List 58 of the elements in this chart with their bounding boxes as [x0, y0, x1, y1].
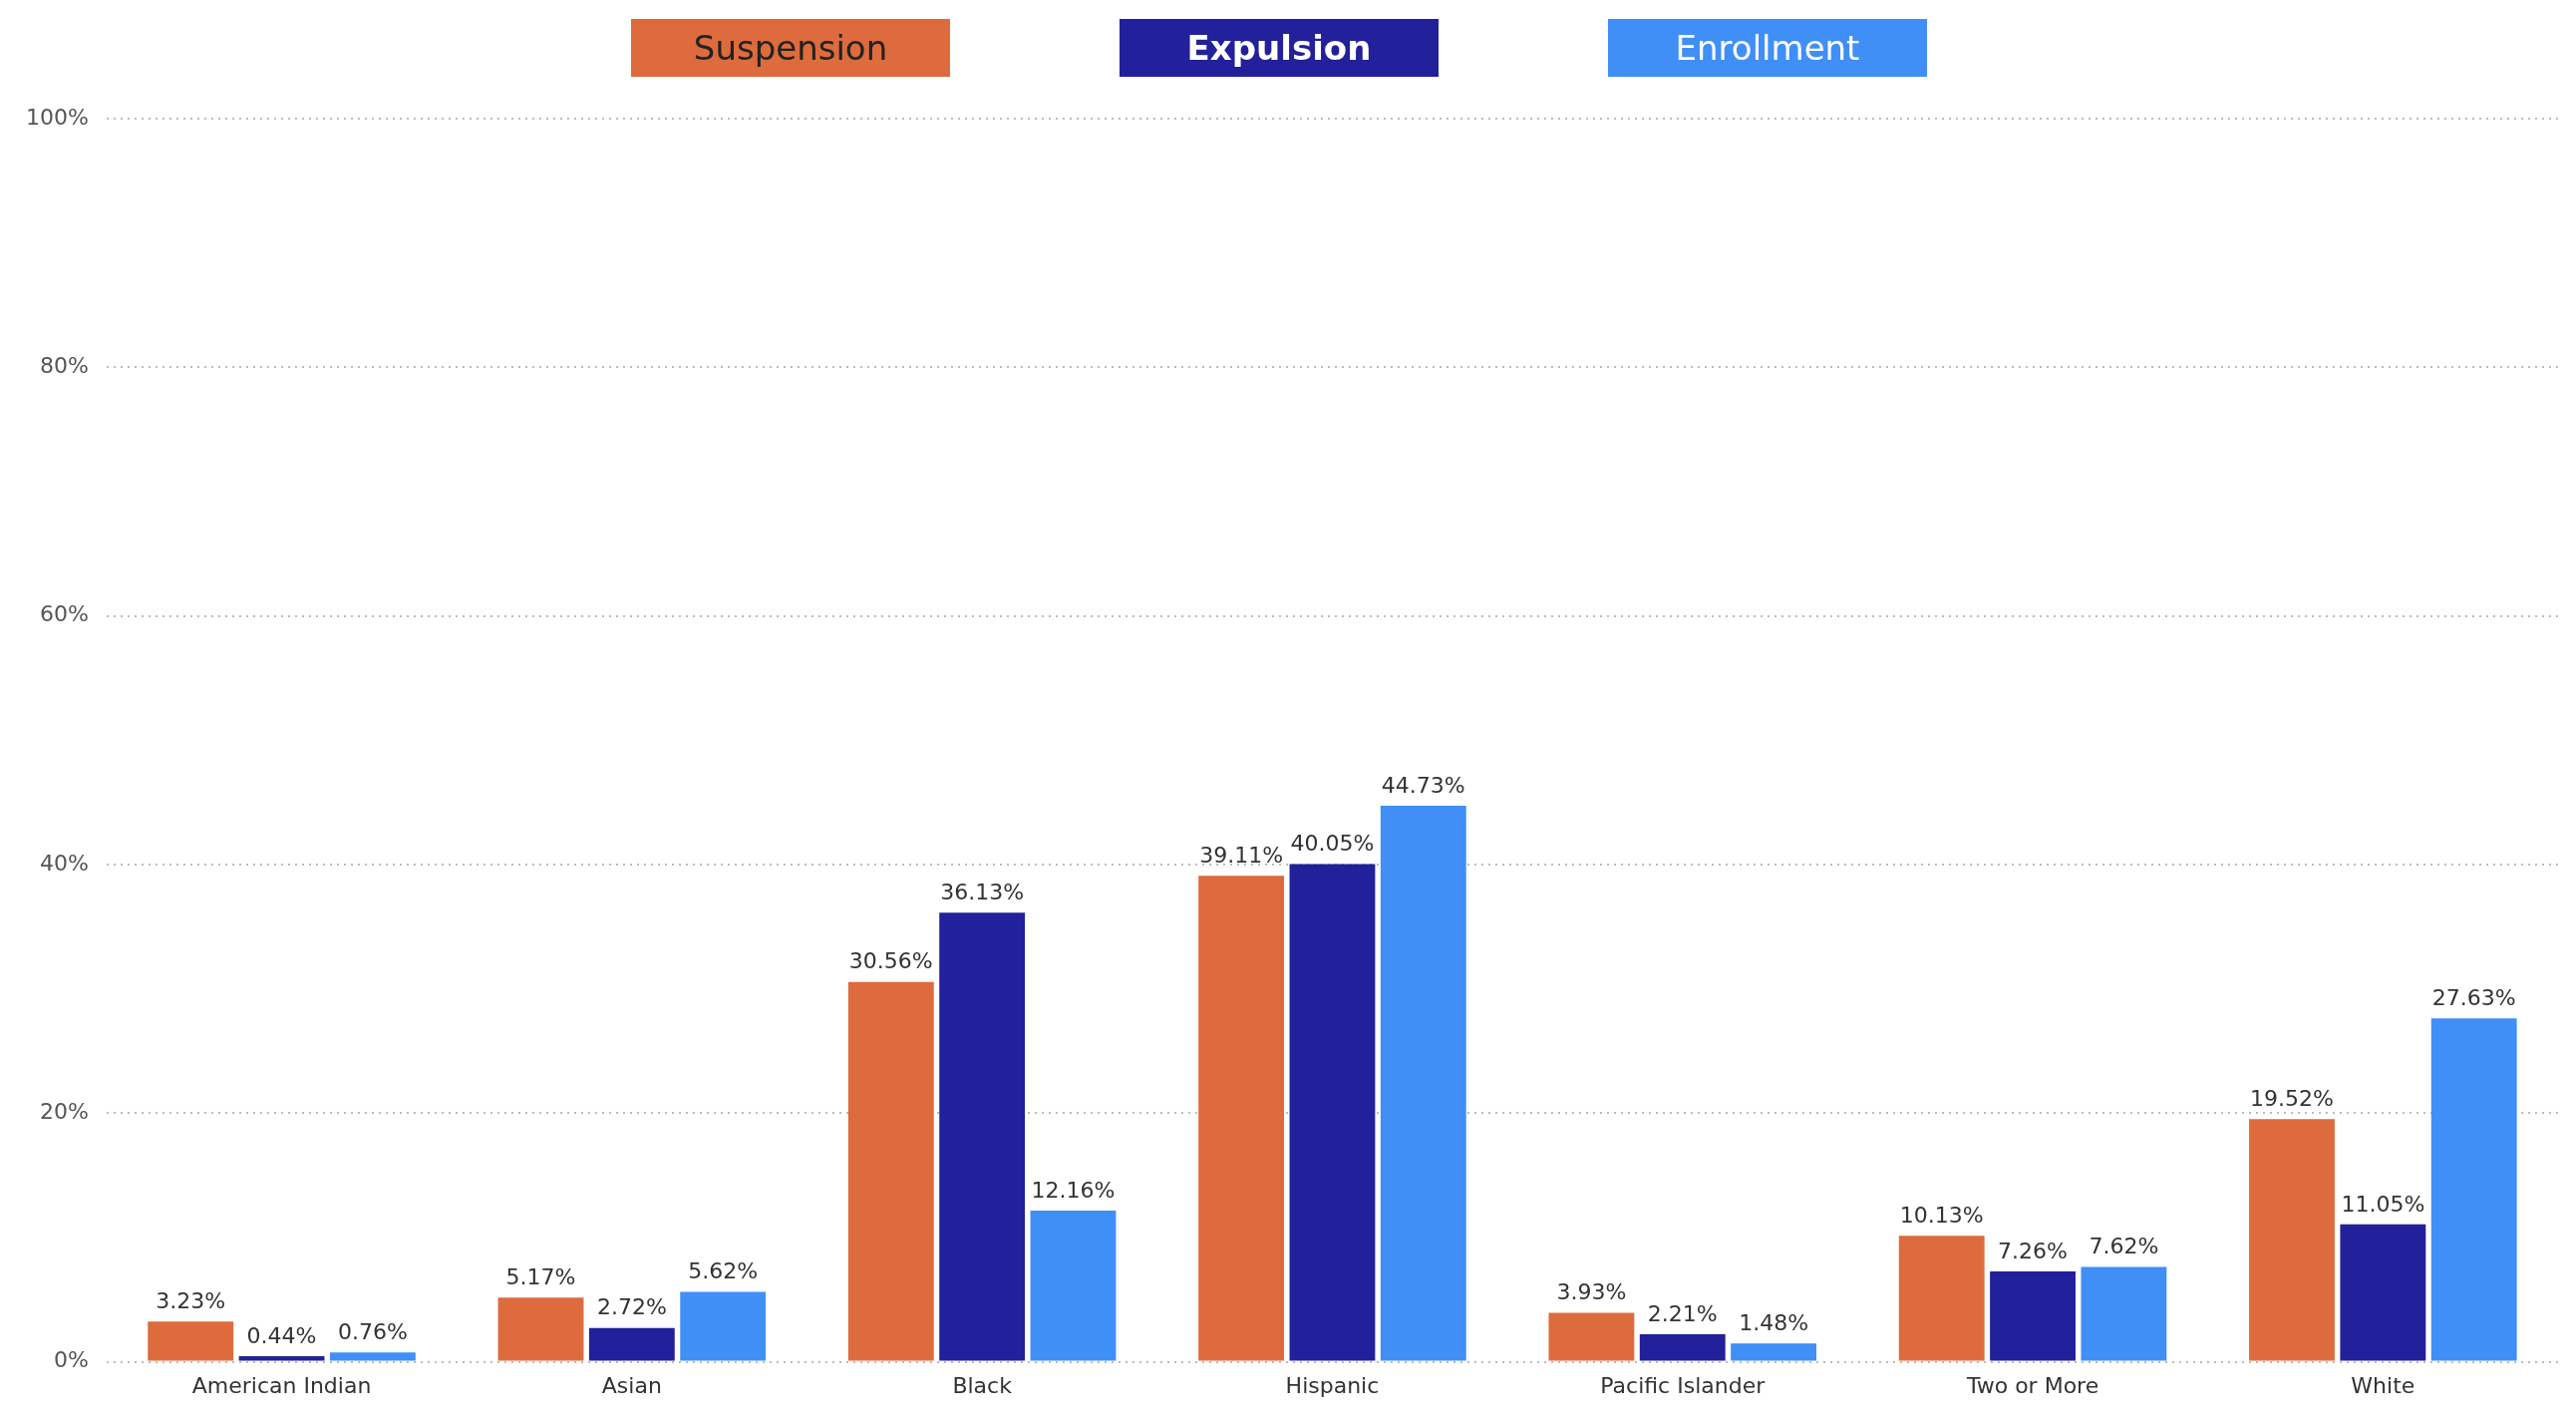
bar	[497, 1297, 584, 1361]
y-tick-label: 60%	[39, 601, 89, 627]
data-label: 0.76%	[337, 1318, 408, 1344]
data-label: 3.23%	[156, 1288, 226, 1314]
bar	[2249, 1119, 2335, 1361]
bar	[1289, 864, 1376, 1361]
bar	[1548, 1312, 1635, 1361]
bar	[1898, 1236, 1985, 1361]
bar	[847, 981, 934, 1361]
bar	[1639, 1334, 1726, 1361]
bar	[238, 1356, 325, 1361]
bar	[1990, 1271, 2076, 1361]
data-label: 7.62%	[2089, 1234, 2159, 1259]
data-label: 0.44%	[246, 1322, 317, 1348]
bar	[680, 1291, 767, 1361]
data-label: 10.13%	[1899, 1203, 1984, 1229]
data-label: 5.62%	[688, 1258, 759, 1284]
x-tick-label: White	[2351, 1372, 2415, 1398]
bar	[329, 1352, 416, 1361]
y-tick-label: 80%	[39, 353, 89, 379]
data-label: 3.93%	[1556, 1279, 1627, 1305]
x-tick-label: Pacific Islander	[1600, 1372, 1767, 1398]
x-tick-label: Asian	[601, 1372, 662, 1398]
data-label: 5.17%	[505, 1263, 576, 1289]
data-label: 12.16%	[1031, 1177, 1116, 1203]
data-label: 7.26%	[1998, 1238, 2068, 1263]
data-label: 19.52%	[2250, 1086, 2334, 1112]
text: Expulsion	[1120, 19, 1439, 77]
text: Enrollment	[1608, 19, 1927, 77]
bar	[939, 912, 1026, 1361]
y-tick-label: 100%	[25, 104, 89, 130]
data-label: 39.11%	[1199, 842, 1284, 868]
text: Suspension	[631, 19, 950, 77]
bar	[588, 1327, 675, 1361]
data-label: 44.73%	[1381, 772, 1465, 798]
data-label: 1.48%	[1739, 1309, 1809, 1335]
x-tick-label: American Indian	[191, 1372, 372, 1398]
data-label: 2.72%	[596, 1294, 667, 1320]
data-label: 11.05%	[2341, 1191, 2425, 1217]
y-tick-label: 40%	[39, 850, 89, 876]
bar	[2081, 1266, 2167, 1361]
data-label: 40.05%	[1290, 831, 1375, 857]
bar	[2340, 1224, 2426, 1361]
data-label: 30.56%	[848, 948, 933, 974]
data-label: 27.63%	[2431, 984, 2516, 1010]
y-tick-label: 0%	[53, 1347, 89, 1373]
bar	[1380, 806, 1466, 1361]
data-label: 2.21%	[1647, 1300, 1718, 1326]
bar	[1731, 1343, 1817, 1361]
bar	[148, 1321, 234, 1361]
y-tick-label: 20%	[39, 1099, 89, 1125]
data-label: 36.13%	[940, 879, 1025, 904]
x-tick-label: Black	[952, 1372, 1013, 1398]
bar	[1030, 1211, 1117, 1361]
bar	[1198, 876, 1285, 1361]
bar	[2430, 1018, 2517, 1361]
x-tick-label: Two or More	[1965, 1372, 2099, 1398]
x-tick-label: Hispanic	[1285, 1372, 1380, 1398]
